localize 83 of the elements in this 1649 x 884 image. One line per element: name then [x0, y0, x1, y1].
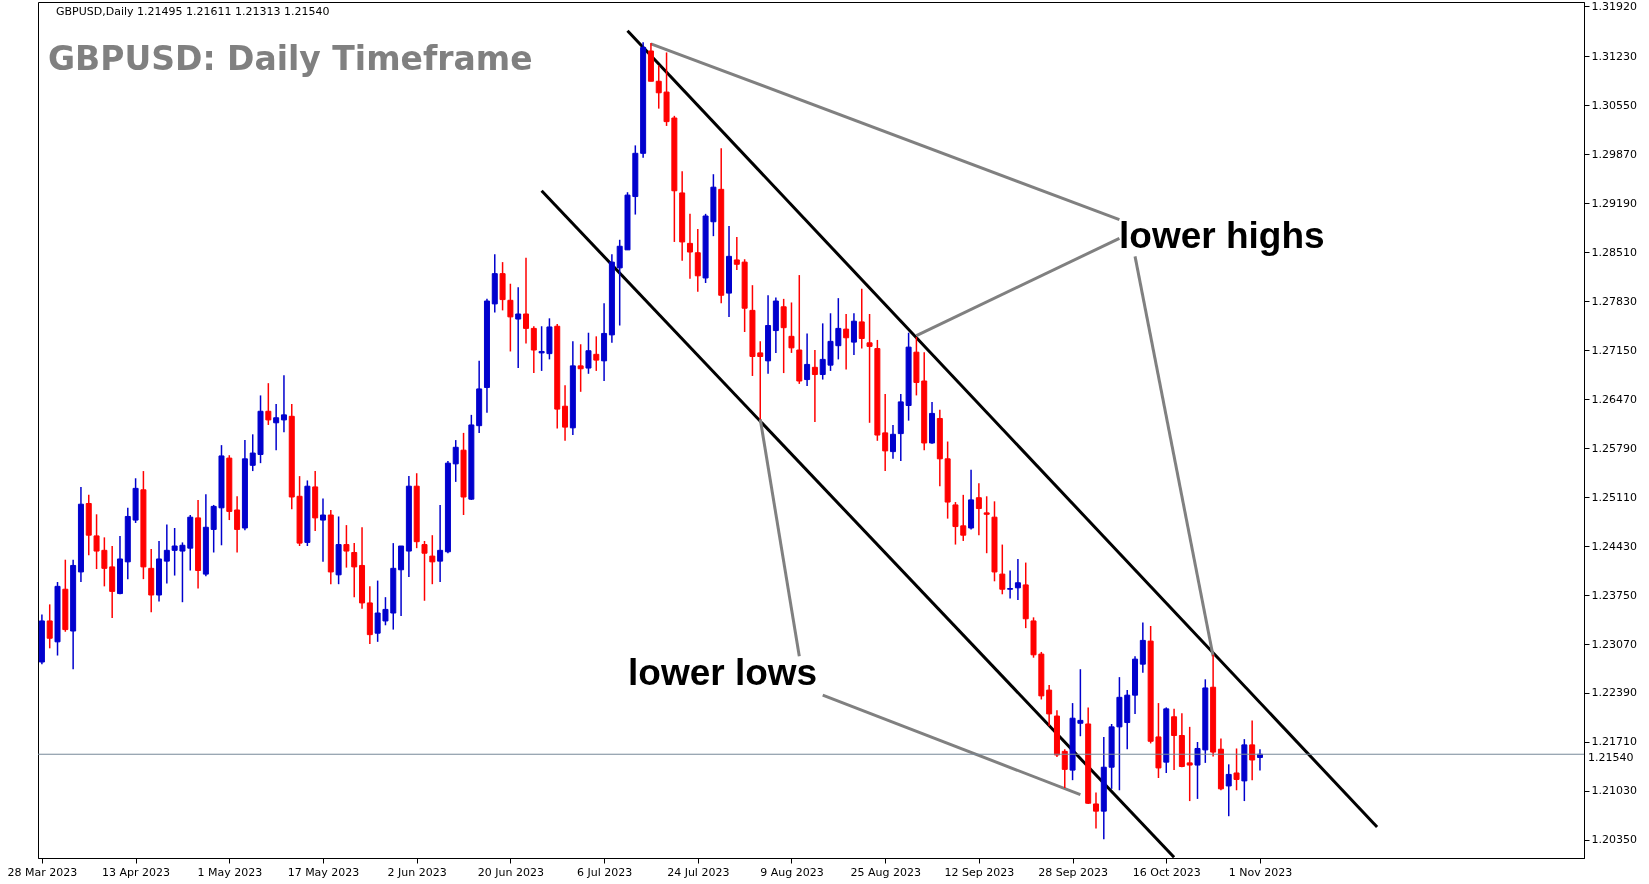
y-tick-label: 1.31230 [1591, 49, 1637, 63]
x-tick-label: 6 Jul 2023 [576, 865, 633, 879]
candlestick [1186, 726, 1193, 802]
candlestick [523, 257, 530, 345]
candlestick [593, 335, 600, 372]
candlestick [1233, 747, 1240, 792]
candlestick [562, 384, 569, 442]
candlestick [811, 349, 818, 423]
candlestick [1171, 708, 1178, 771]
candlestick [351, 542, 358, 598]
x-tick-label: 28 Mar 2023 [7, 865, 78, 879]
y-tick-label: 1.29190 [1591, 196, 1637, 210]
candlestick [343, 524, 350, 569]
candlestick [850, 312, 857, 356]
candlestick [1014, 558, 1021, 601]
candlestick [585, 331, 592, 375]
candlestick [46, 603, 53, 650]
x-tick-label: 25 Aug 2023 [850, 865, 921, 879]
x-tick-label: 28 Sep 2023 [1038, 865, 1108, 879]
x-tick-label: 20 Jun 2023 [477, 865, 544, 879]
candlestick [975, 482, 982, 536]
candlestick [999, 543, 1006, 596]
candlestick [1046, 684, 1053, 727]
candlestick [421, 540, 428, 602]
candlestick [858, 288, 865, 350]
x-tick-label: 24 Jul 2023 [667, 865, 730, 879]
candlestick [398, 545, 405, 617]
x-tick-label: 2 Jun 2023 [387, 865, 447, 879]
candlestick [530, 325, 537, 374]
candlestick [437, 504, 444, 583]
candlestick [452, 439, 459, 483]
candlestick [507, 282, 514, 353]
y-tick-label: 1.29870 [1591, 147, 1637, 161]
annotation: lower highs [1119, 215, 1325, 256]
text: GBPUSD: Daily Timeframe [48, 39, 533, 78]
candlestick [780, 298, 787, 374]
candlestick [429, 534, 436, 585]
annotation: lower lows [628, 652, 818, 693]
x-tick-label: 13 Apr 2023 [102, 865, 171, 879]
candlestick [1139, 621, 1146, 674]
y-tick-label: 1.28510 [1591, 245, 1637, 259]
candlestick [515, 286, 522, 369]
y-tick-label: 1.20350 [1591, 833, 1637, 847]
y-tick-label: 1.23750 [1591, 588, 1637, 602]
x-tick-label: 17 May 2023 [287, 865, 360, 879]
x-tick-label: 9 Aug 2023 [760, 865, 824, 879]
x-tick-label: 12 Sep 2023 [944, 865, 1015, 879]
y-tick-label: 1.21030 [1591, 784, 1637, 798]
candlestick [577, 343, 584, 393]
candlestick [804, 332, 811, 387]
candlestick [843, 313, 850, 371]
candlestick [280, 374, 287, 433]
candlestick [686, 213, 693, 280]
y-tick-label: 1.31920 [1591, 0, 1637, 13]
candlestick [265, 382, 272, 426]
candlestick [1249, 719, 1256, 781]
y-tick-label: 1.26470 [1591, 392, 1637, 406]
candlestick [889, 424, 896, 460]
candlestick [694, 228, 701, 293]
candlestick [1092, 791, 1099, 830]
candlestick [1007, 569, 1014, 600]
y-tick-label: 1.24430 [1591, 539, 1637, 553]
candlestick [1225, 763, 1232, 817]
chart-subtitle: GBPUSD,Daily 1.21495 1.21611 1.21313 1.21540 [56, 5, 330, 18]
candlestick [319, 497, 326, 563]
candlestick [983, 495, 990, 554]
x-tick-label: 1 Nov 2023 [1228, 865, 1293, 879]
y-tick-label: 1.27150 [1591, 343, 1637, 357]
x-tick-label: 16 Oct 2023 [1132, 865, 1201, 879]
candlestick [866, 313, 873, 424]
y-tick-label: 1.25790 [1591, 441, 1637, 455]
candlestick [788, 301, 795, 354]
y-tick-label: 1.30550 [1591, 98, 1637, 112]
candlestick [1061, 748, 1068, 789]
x-tick-label: 1 May 2023 [197, 865, 263, 879]
y-tick-label: 1.21710 [1591, 735, 1637, 749]
ref-line-label: 1.21540 [1588, 751, 1634, 765]
candlestick [273, 403, 280, 451]
y-tick-label: 1.22390 [1591, 686, 1637, 700]
y-tick-label: 1.23070 [1591, 637, 1637, 651]
y-tick-label: 1.25110 [1591, 490, 1637, 504]
candlestick [234, 495, 241, 554]
y-tick-label: 1.27830 [1591, 294, 1637, 308]
